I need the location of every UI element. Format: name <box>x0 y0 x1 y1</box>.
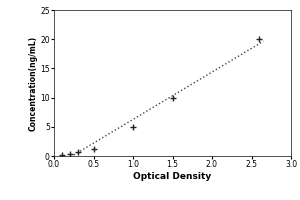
X-axis label: Optical Density: Optical Density <box>134 172 212 181</box>
Y-axis label: Concentration(ng/mL): Concentration(ng/mL) <box>28 35 38 131</box>
